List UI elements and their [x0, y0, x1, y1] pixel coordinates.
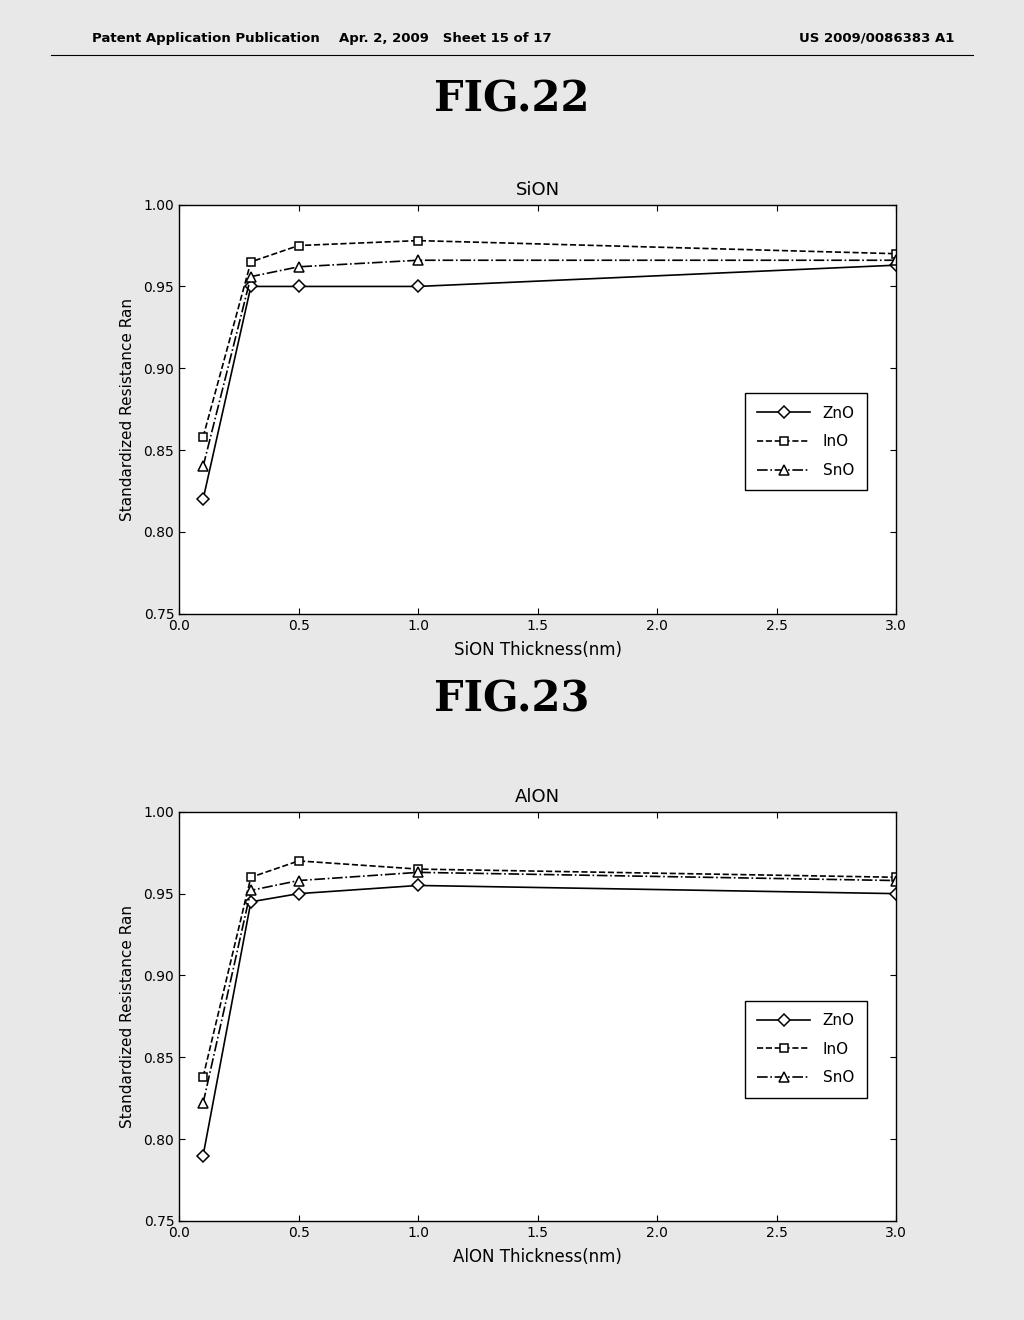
- Line: InO: InO: [199, 857, 900, 1081]
- Line: SnO: SnO: [199, 256, 900, 471]
- ZnO: [890, 257, 902, 273]
- InO: [197, 1069, 209, 1085]
- InO: [412, 232, 424, 248]
- Text: Apr. 2, 2009   Sheet 15 of 17: Apr. 2, 2009 Sheet 15 of 17: [339, 32, 552, 45]
- X-axis label: SiON Thickness(nm): SiON Thickness(nm): [454, 642, 622, 659]
- Y-axis label: Standardized Resistance Ran: Standardized Resistance Ran: [120, 298, 135, 520]
- ZnO: [412, 878, 424, 894]
- Line: InO: InO: [199, 236, 900, 441]
- SnO: [890, 873, 902, 888]
- SnO: [293, 259, 305, 275]
- ZnO: [245, 894, 257, 909]
- Legend: ZnO, InO, SnO: ZnO, InO, SnO: [744, 1001, 867, 1098]
- SnO: [412, 865, 424, 880]
- ZnO: [197, 491, 209, 507]
- InO: [890, 870, 902, 886]
- ZnO: [890, 886, 902, 902]
- SnO: [293, 873, 305, 888]
- InO: [245, 870, 257, 886]
- ZnO: [197, 1147, 209, 1163]
- Text: Patent Application Publication: Patent Application Publication: [92, 32, 319, 45]
- InO: [293, 853, 305, 869]
- ZnO: [293, 279, 305, 294]
- SnO: [245, 269, 257, 285]
- Text: FIG.22: FIG.22: [434, 78, 590, 120]
- ZnO: [245, 279, 257, 294]
- Line: ZnO: ZnO: [199, 882, 900, 1160]
- ZnO: [412, 279, 424, 294]
- X-axis label: AlON Thickness(nm): AlON Thickness(nm): [454, 1249, 622, 1266]
- SnO: [197, 458, 209, 474]
- Y-axis label: Standardized Resistance Ran: Standardized Resistance Ran: [120, 906, 135, 1127]
- Title: AlON: AlON: [515, 788, 560, 807]
- SnO: [197, 1096, 209, 1111]
- InO: [293, 238, 305, 253]
- Text: US 2009/0086383 A1: US 2009/0086383 A1: [799, 32, 954, 45]
- InO: [245, 253, 257, 269]
- SnO: [412, 252, 424, 268]
- Line: ZnO: ZnO: [199, 261, 900, 503]
- SnO: [890, 252, 902, 268]
- InO: [890, 246, 902, 261]
- Line: SnO: SnO: [199, 867, 900, 1107]
- ZnO: [293, 886, 305, 902]
- Text: FIG.23: FIG.23: [434, 678, 590, 721]
- Legend: ZnO, InO, SnO: ZnO, InO, SnO: [744, 393, 867, 491]
- InO: [197, 429, 209, 445]
- Title: SiON: SiON: [515, 181, 560, 199]
- SnO: [245, 883, 257, 899]
- InO: [412, 861, 424, 876]
